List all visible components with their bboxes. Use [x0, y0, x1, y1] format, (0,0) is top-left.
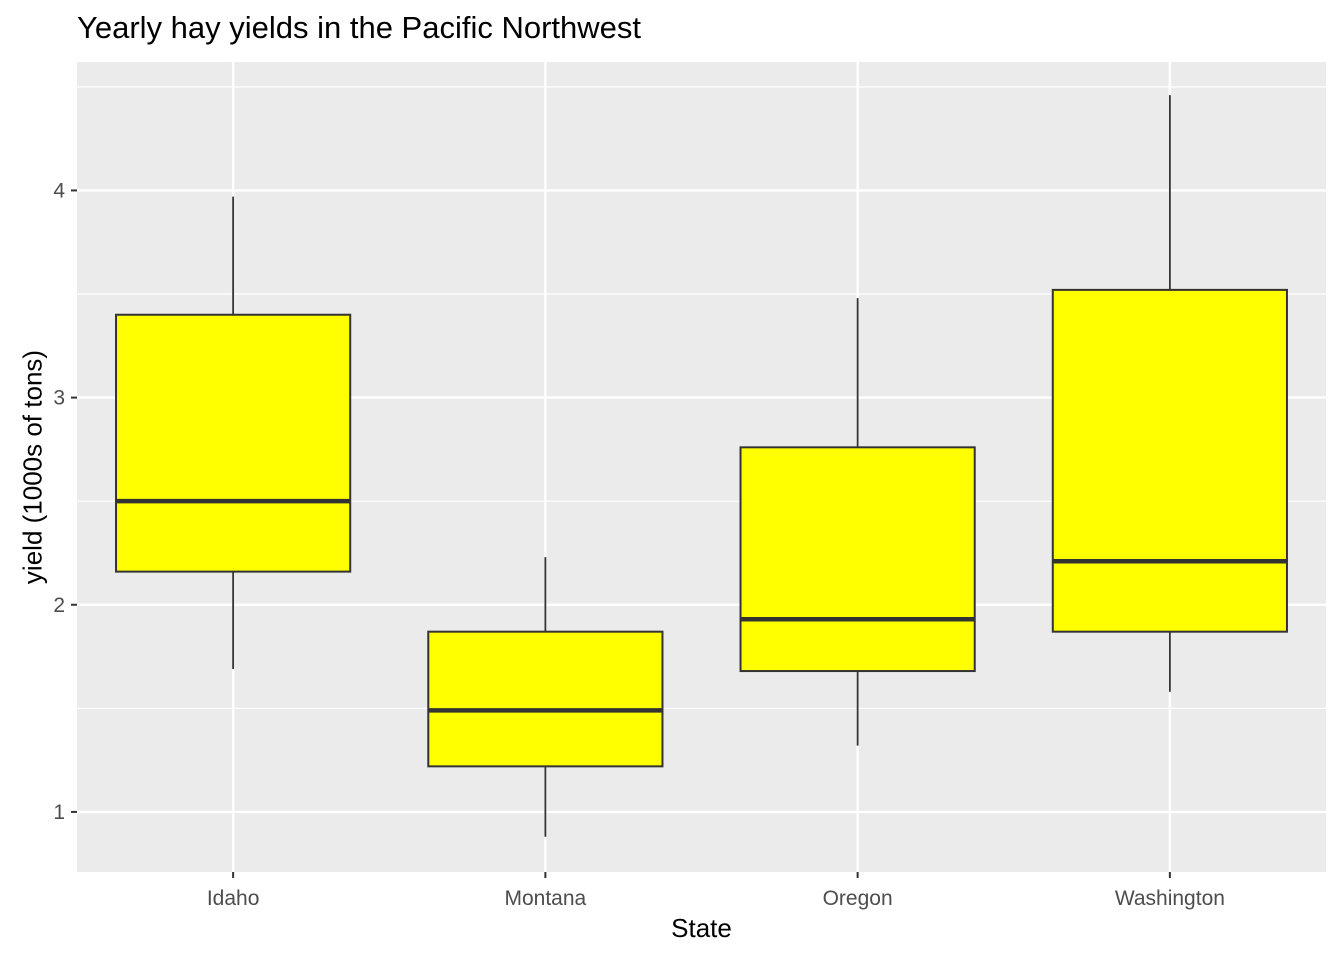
y-tick-label: 1 — [53, 801, 65, 824]
box-idaho — [115, 313, 352, 573]
y-tick-label: 2 — [53, 594, 65, 617]
box-montana — [427, 630, 664, 768]
y-tick-label: 3 — [53, 387, 65, 410]
x-tick-label: Idaho — [207, 887, 260, 910]
chart-title: Yearly hay yields in the Pacific Northwe… — [77, 10, 642, 45]
x-axis-label: State — [671, 913, 732, 943]
box-oregon — [739, 446, 976, 673]
x-tick-label: Washington — [1115, 887, 1225, 910]
x-tick-label: Montana — [505, 887, 587, 910]
x-tick-label: Oregon — [823, 887, 893, 910]
box-washington — [1051, 288, 1288, 633]
y-tick-label: 4 — [53, 179, 65, 202]
y-axis-label: yield (1000s of tons) — [17, 349, 48, 585]
